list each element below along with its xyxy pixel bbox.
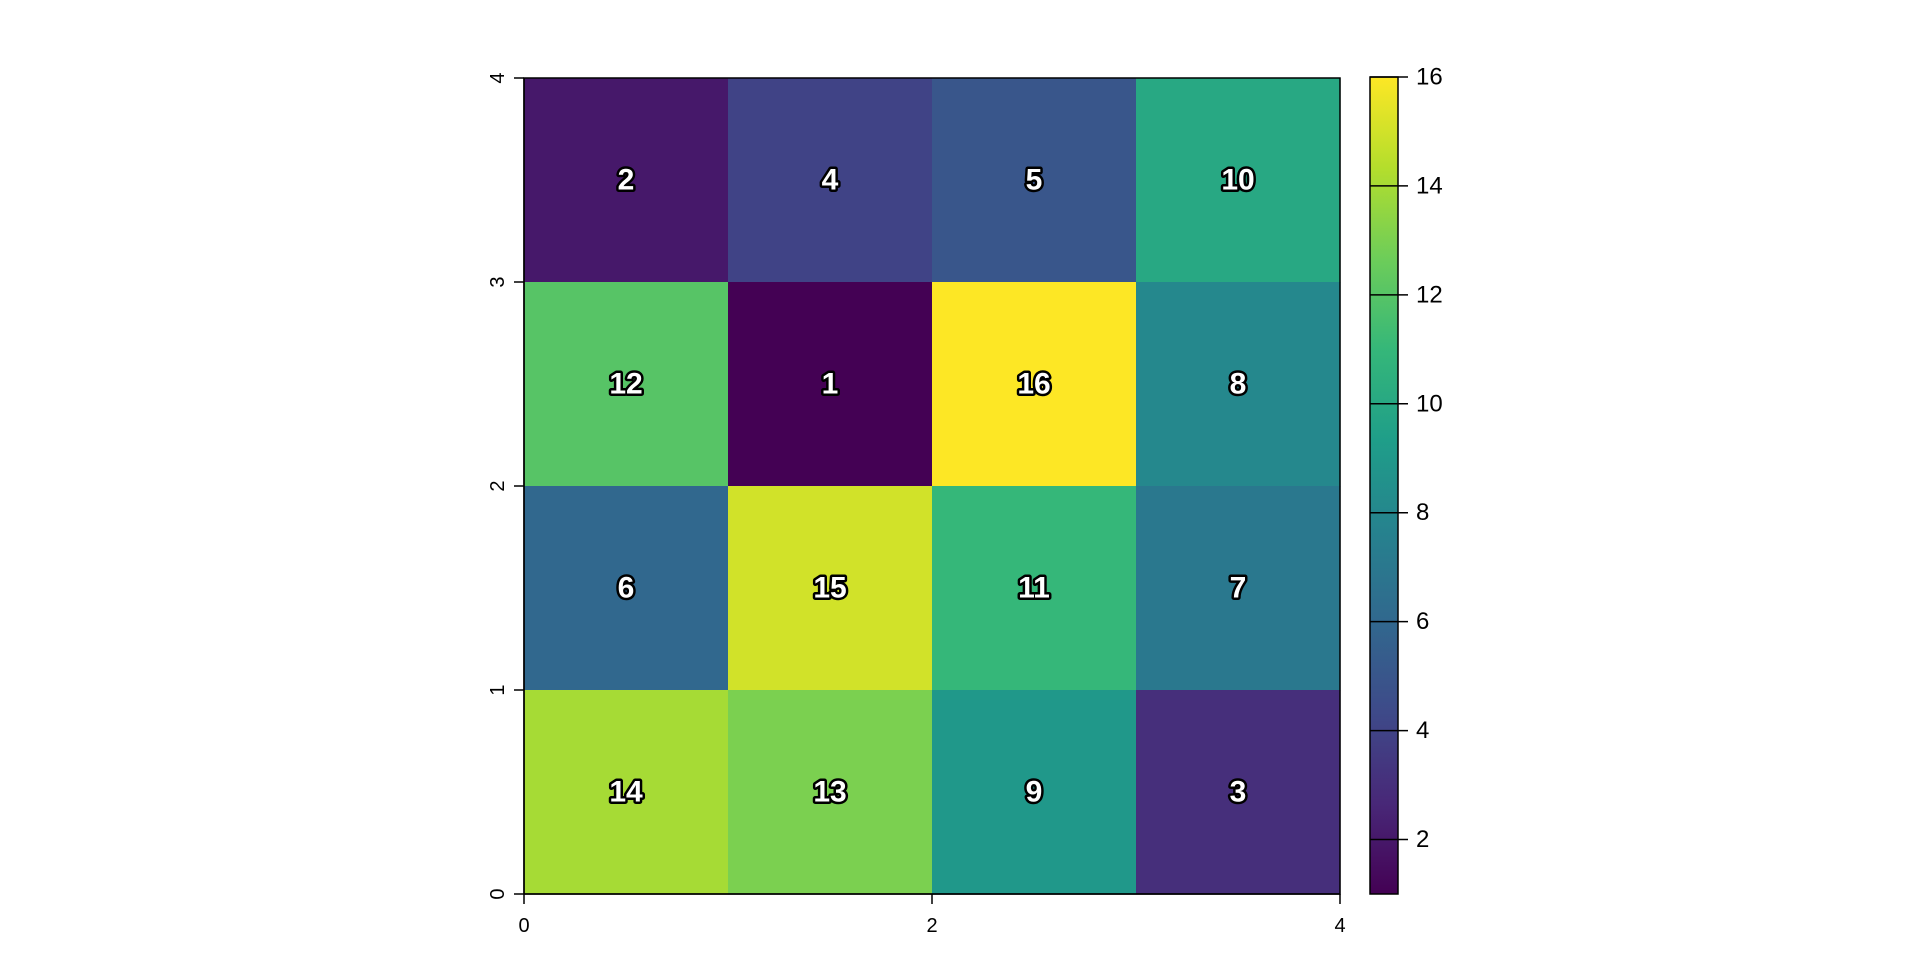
x-tick-label: 4 [1334,915,1345,937]
colorbar-tick-label: 4 [1416,717,1429,744]
cell-value-label: 3 [1230,776,1247,809]
cell-labels-layer: 2 4 5 10 12 1 16 8 6 15 11 7 14 13 9 3 [607,161,1257,811]
cell-value-label: 1 [822,368,839,401]
heatmap-cell [932,282,1137,487]
cell-value-label: 9 [1026,776,1043,809]
cell-value-label: 4 [822,164,839,197]
heatmap-cell [1136,78,1341,283]
heatmap-cell [932,78,1137,283]
cell-value-label: 13 [813,776,846,809]
cell-value-label: 6 [618,572,635,605]
y-tick-label: 3 [487,276,509,287]
heatmap-cell [728,282,933,487]
heatmap-cell [728,78,933,283]
colorbar-tick-label: 6 [1416,608,1429,635]
cell-value-label: 12 [609,368,642,401]
heatmap-cell [932,690,1137,895]
cell-value-label: 2 [618,164,635,197]
colorbar-tick-label: 10 [1416,390,1443,417]
colorbar-legend: 2 4 6 8 10 12 14 16 [1369,64,1443,895]
heatmap-cell [728,690,933,895]
y-axis: 0 1 2 3 4 [487,72,525,900]
cell-value-label: 8 [1230,368,1247,401]
heatmap-cell [524,690,729,895]
cell-value-label: 14 [609,776,643,809]
colorbar-tick-label: 2 [1416,826,1429,853]
colorbar-gradient [1369,76,1399,895]
heatmap-cell [524,282,729,487]
colorbar-tick-label: 12 [1416,281,1443,308]
cells-layer [524,78,1341,895]
colorbar-tick-label: 8 [1416,499,1429,526]
heatmap-cell [1136,486,1341,691]
y-tick-label: 0 [487,888,509,899]
cell-value-label: 10 [1221,164,1254,197]
heatmap-cell [524,78,729,283]
cell-value-label: 15 [813,572,846,605]
cell-value-label: 7 [1230,572,1247,605]
heatmap-cell [1136,282,1341,487]
y-tick-label: 2 [487,480,509,491]
cell-value-label: 16 [1017,368,1050,401]
heatmap-cell [524,486,729,691]
cell-value-label: 5 [1026,164,1043,197]
x-tick-label: 0 [518,915,529,937]
heatmap-cell [932,486,1137,691]
colorbar-tick-label: 14 [1416,172,1443,199]
y-tick-label: 1 [487,684,509,695]
colorbar-tick-label: 16 [1416,64,1443,91]
heatmap-cell [728,486,933,691]
y-tick-label: 4 [487,72,509,83]
x-tick-label: 2 [926,915,937,937]
heatmap-cell [1136,690,1341,895]
cell-value-label: 11 [1018,572,1050,605]
x-axis: 0 2 4 [518,893,1346,937]
